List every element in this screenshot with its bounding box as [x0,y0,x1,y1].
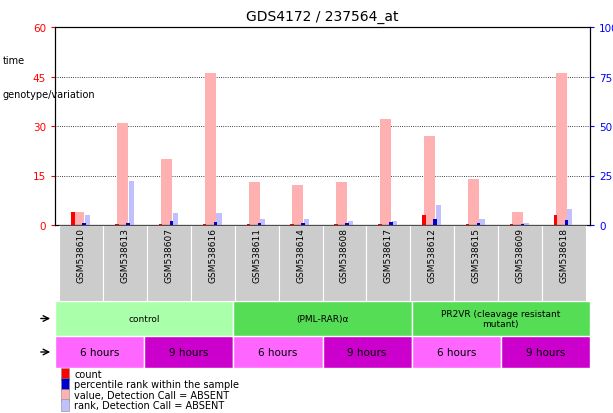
Bar [389,223,393,225]
Text: genotype/variation: genotype/variation [3,89,96,99]
Text: GDS4172 / 237564_at: GDS4172 / 237564_at [246,10,398,24]
Bar [392,221,397,225]
Text: 9 hours: 9 hours [348,347,387,357]
Bar [302,223,305,225]
Bar [117,123,128,225]
Bar [380,120,391,225]
Bar [477,223,481,225]
Text: GSM538616: GSM538616 [208,228,218,282]
Bar [170,221,173,225]
Text: GSM538608: GSM538608 [340,228,349,282]
Bar [257,223,261,225]
Text: GSM538614: GSM538614 [296,228,305,282]
Text: GSM538613: GSM538613 [121,228,130,282]
Bar [412,336,501,368]
Bar [479,220,485,225]
Bar [261,220,265,225]
Bar [126,223,129,225]
Bar [234,336,322,368]
Bar [205,74,216,225]
Text: value, Detection Call = ABSENT: value, Detection Call = ABSENT [74,389,229,400]
Bar [410,225,454,301]
Bar [501,336,590,368]
Bar [172,214,178,225]
Bar [129,182,134,225]
Text: time: time [3,56,25,66]
Bar [292,186,303,225]
Bar [161,159,172,225]
Text: GSM538609: GSM538609 [516,228,524,282]
Bar [82,223,86,225]
Bar [367,225,410,301]
Bar [555,74,566,225]
Bar [322,336,412,368]
Bar [422,216,425,225]
Bar [565,221,568,225]
Bar [345,223,349,225]
Text: GSM538610: GSM538610 [77,228,86,282]
Text: 6 hours: 6 hours [80,347,120,357]
Bar [279,225,322,301]
Bar [85,216,90,225]
Bar [304,220,310,225]
Bar [524,223,528,225]
Bar [235,225,279,301]
Text: GSM538618: GSM538618 [559,228,568,282]
Text: rank, Detection Call = ABSENT: rank, Detection Call = ABSENT [74,400,224,410]
Bar [567,210,573,225]
Bar [424,137,435,225]
Text: (PML-RAR)α: (PML-RAR)α [296,314,349,323]
Bar [144,336,234,368]
Bar [71,212,75,225]
Text: PR2VR (cleavage resistant
mutant): PR2VR (cleavage resistant mutant) [441,309,560,328]
Text: GSM538607: GSM538607 [164,228,173,282]
Bar [191,225,235,301]
Text: GSM538611: GSM538611 [252,228,261,282]
Text: 9 hours: 9 hours [169,347,208,357]
Bar [512,212,523,225]
Bar [337,183,348,225]
Text: control: control [128,314,160,323]
Text: count: count [74,369,102,379]
Bar [147,225,191,301]
Text: GSM538615: GSM538615 [471,228,481,282]
Bar [214,223,217,225]
Text: GSM538617: GSM538617 [384,228,393,282]
Bar [216,214,222,225]
Text: 9 hours: 9 hours [526,347,565,357]
Text: GSM538612: GSM538612 [428,228,436,282]
Bar [59,225,103,301]
Bar [348,221,353,225]
Bar [103,225,147,301]
Bar [436,206,441,225]
Bar [542,225,585,301]
Text: percentile rank within the sample: percentile rank within the sample [74,379,239,389]
Bar [55,336,144,368]
Bar [55,301,234,336]
Bar [433,220,436,225]
Bar [468,179,479,225]
Bar [322,225,367,301]
Bar [454,225,498,301]
Bar [554,216,557,225]
Text: 6 hours: 6 hours [436,347,476,357]
Bar [412,301,590,336]
Text: 6 hours: 6 hours [258,347,297,357]
Bar [73,212,84,225]
Bar [234,301,412,336]
Bar [498,225,542,301]
Bar [249,183,259,225]
